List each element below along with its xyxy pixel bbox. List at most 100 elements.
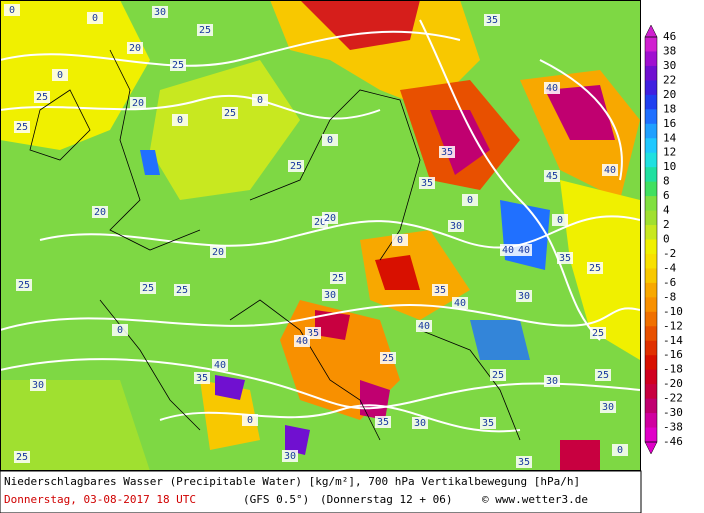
zero-label: 0: [177, 115, 183, 126]
colorbar-label: -10: [663, 305, 683, 318]
contour-label-box: [212, 359, 228, 371]
contour-label-box: [322, 289, 338, 301]
colorbar-segment: [645, 326, 657, 342]
colorbar-segment: [645, 355, 657, 371]
footer-title: Niederschlagbares Wasser (Precipitable W…: [4, 475, 580, 488]
contour-label-box: [484, 14, 500, 26]
contour-label: 25: [142, 283, 154, 294]
colorbar-label: 46: [663, 30, 676, 43]
colorbar-segment: [645, 268, 657, 284]
colorbar-segment: [645, 196, 657, 212]
contour-label-box: [516, 456, 532, 468]
zero-label: 0: [617, 445, 623, 456]
zero-label-box: [392, 234, 408, 246]
zero-label: 0: [247, 415, 253, 426]
colorbar-segment: [645, 65, 657, 81]
colorbar-bottom: [644, 441, 658, 455]
colorbar-segment: [645, 225, 657, 240]
zero-label: 0: [397, 235, 403, 246]
contour-label-box: [439, 146, 455, 158]
zero-label-box: [462, 194, 478, 206]
contour-label: 25: [16, 122, 28, 133]
contour-label: 25: [589, 263, 601, 274]
contour-label: 40: [546, 83, 558, 94]
colorbar-top: [644, 24, 658, 38]
contour-label-box: [380, 352, 396, 364]
colorbar-label: -30: [663, 406, 683, 419]
coastlines: [29, 49, 521, 441]
contour-label-box: [544, 375, 560, 387]
colorbar-label: 30: [663, 59, 676, 72]
colorbar-border: [644, 36, 658, 443]
zero-label-box: [172, 114, 188, 126]
zero-label: 0: [57, 70, 63, 81]
contour-label: 25: [382, 353, 394, 364]
colorbar-segment: [645, 340, 657, 356]
contour-label: 20: [94, 207, 106, 218]
contour-label-box: [452, 297, 468, 309]
contour-label-box: [412, 417, 428, 429]
contour-label-box: [432, 284, 448, 296]
zero-label-box: [112, 324, 128, 336]
colorbar-segment: [645, 181, 657, 197]
contour-label-box: [288, 160, 304, 172]
contour-label: 30: [518, 291, 530, 302]
zero-label: 0: [327, 135, 333, 146]
contour-label: 20: [212, 247, 224, 258]
contour-label: 25: [332, 273, 344, 284]
contour-label: 25: [492, 370, 504, 381]
contour-label-box: [127, 42, 143, 54]
contour-label-box: [595, 369, 611, 381]
colorbar-label: 10: [663, 160, 676, 173]
colorbar-label: 18: [663, 102, 676, 115]
contour-label-box: [544, 170, 560, 182]
contour-label: 30: [324, 290, 336, 301]
contour-label-box: [130, 97, 146, 109]
contour-label: 25: [16, 452, 28, 463]
colorbar-segment: [645, 282, 657, 298]
contour-label: 40: [214, 360, 226, 371]
colorbar-segment: [645, 94, 657, 110]
contour-label: 25: [18, 280, 30, 291]
zero-label-box: [252, 94, 268, 106]
contour-label-box: [590, 327, 606, 339]
contour-label: 20: [324, 213, 336, 224]
colorbar-segment: [645, 210, 657, 226]
colorbar-label: -6: [663, 276, 676, 289]
colorbar-segment: [645, 384, 657, 400]
colorbar-segment: [645, 297, 657, 313]
colorbar-segment: [645, 413, 657, 429]
contour-label-box: [587, 262, 603, 274]
contour-label: 45: [546, 171, 558, 182]
colorbar-label: 22: [663, 73, 676, 86]
contour-label-box: [500, 244, 516, 256]
contour-label-box: [174, 284, 190, 296]
colorbar-label: -22: [663, 392, 683, 405]
contour-label: 30: [154, 7, 166, 18]
contour-label: 25: [172, 60, 184, 71]
colorbar-label: 20: [663, 88, 676, 101]
colorbar-segment: [645, 253, 657, 269]
footer-model: (GFS 0.5°): [243, 493, 309, 506]
contour-label: 25: [290, 161, 302, 172]
colorbar-label: -38: [663, 421, 683, 434]
footer-box: [0, 470, 642, 513]
colorbar-label: -8: [663, 290, 676, 303]
contour-label-box: [419, 177, 435, 189]
footer-run: (Donnerstag 12 + 06): [320, 493, 452, 506]
colorbar-label: -46: [663, 435, 683, 448]
contour-label-box: [516, 290, 532, 302]
contour-label-box: [92, 206, 108, 218]
colorbar-label: 6: [663, 189, 670, 202]
colorbar-label: 12: [663, 146, 676, 159]
colorbar-label: 2: [663, 218, 670, 231]
contour-label-box: [330, 272, 346, 284]
colorbar-label: -20: [663, 377, 683, 390]
colorbar-label: 38: [663, 44, 676, 57]
contour-label: 40: [604, 165, 616, 176]
contour-label: 25: [36, 92, 48, 103]
contour-label: 35: [434, 285, 446, 296]
contour-label-box: [480, 417, 496, 429]
colorbar-segment: [645, 138, 657, 154]
zero-label-box: [242, 414, 258, 426]
